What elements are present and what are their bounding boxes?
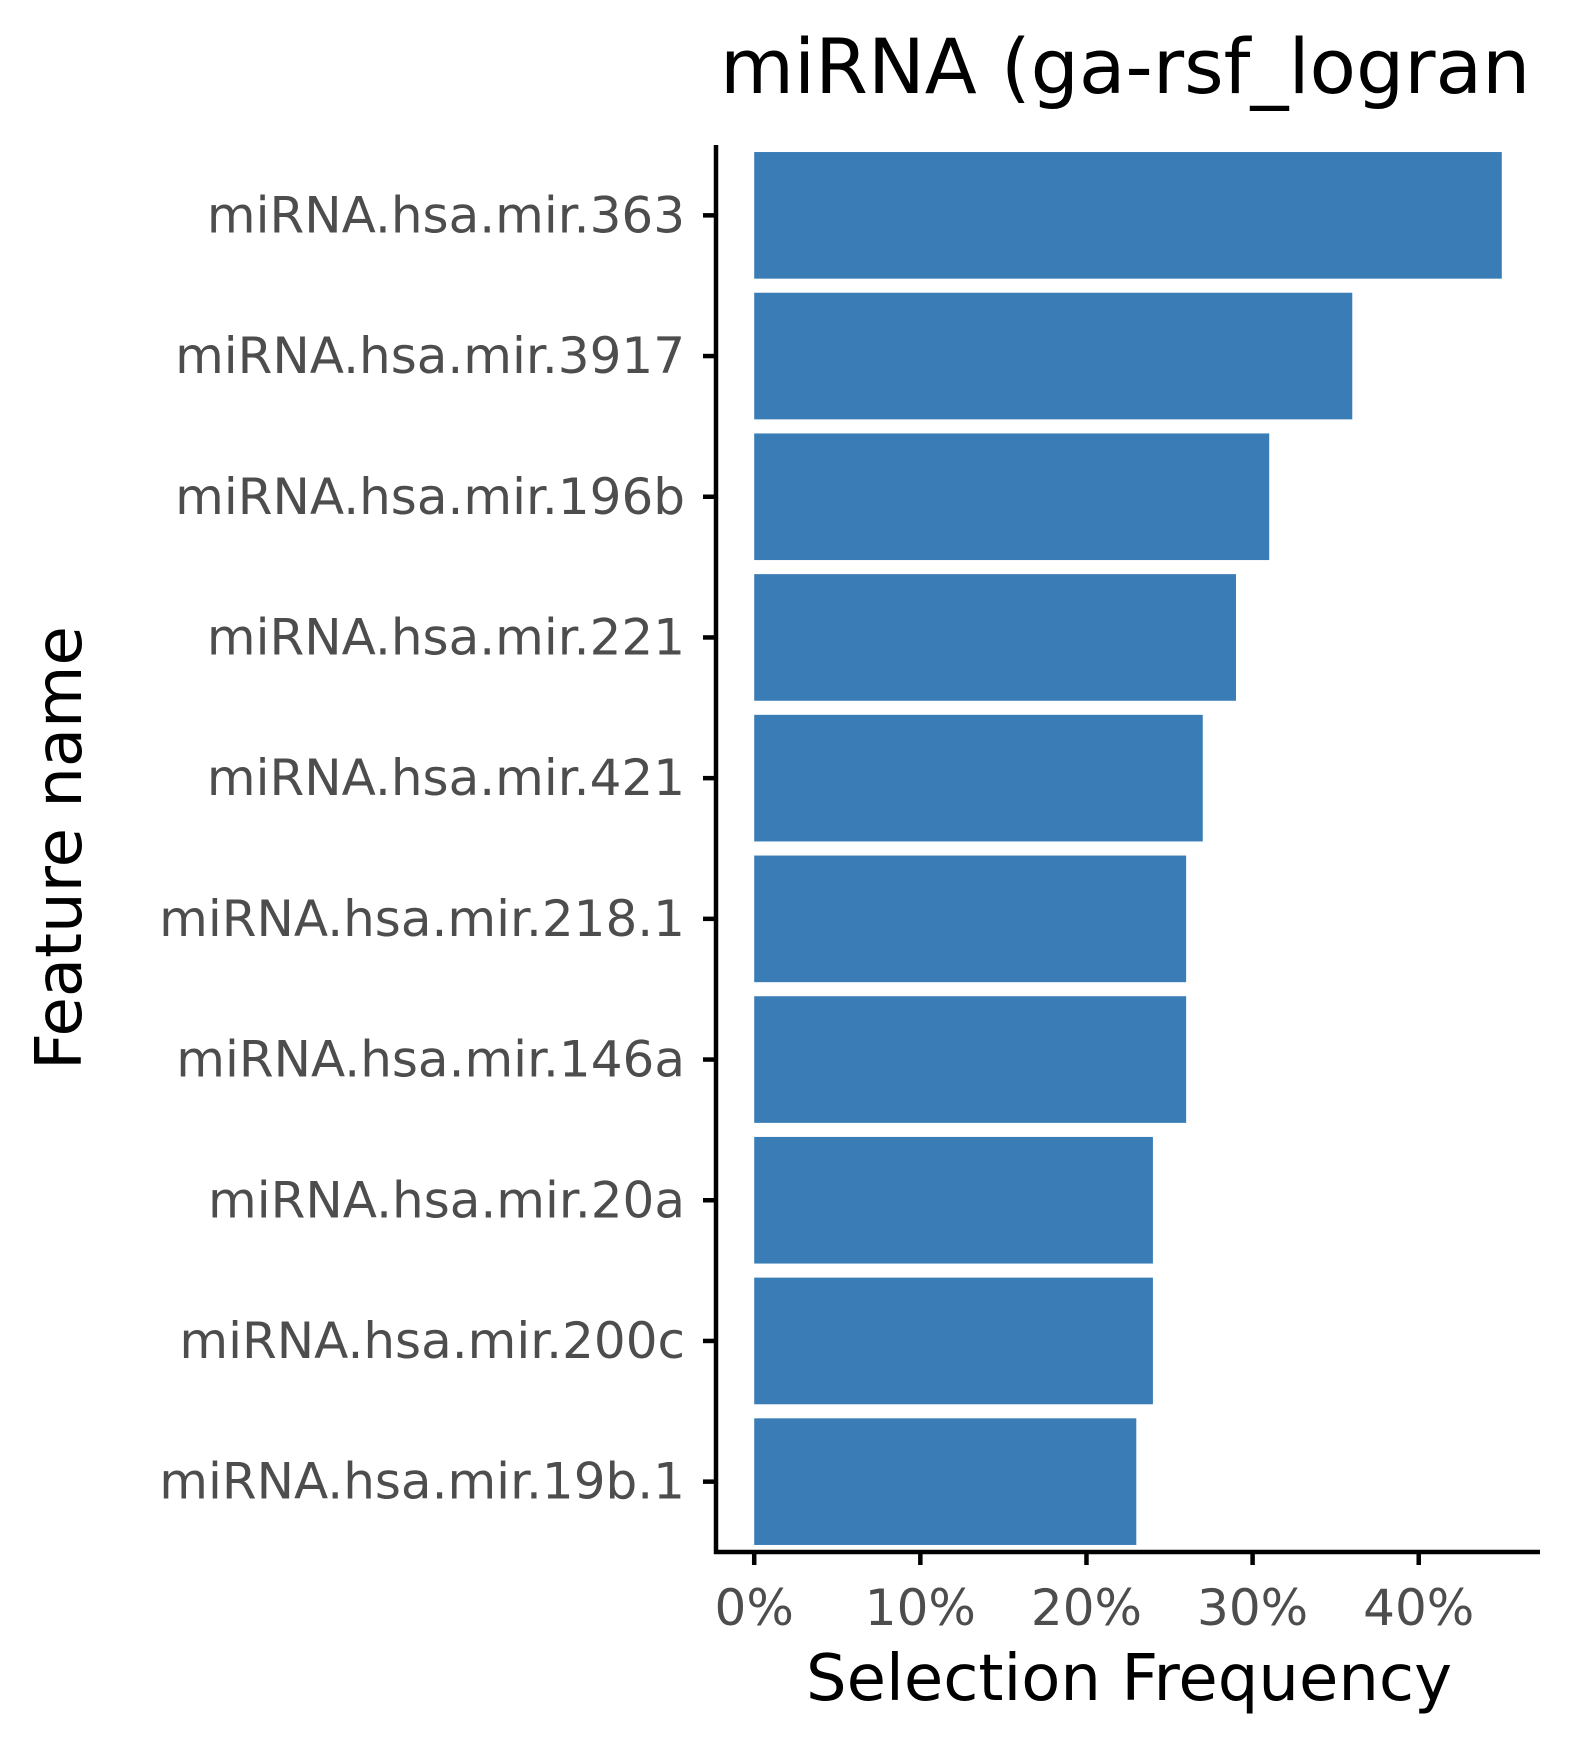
- bar: [754, 292, 1353, 420]
- bar: [754, 996, 1187, 1123]
- y-tick-label: miRNA.hsa.mir.218.1: [159, 890, 685, 948]
- bar: [754, 1277, 1153, 1405]
- bar: [754, 574, 1236, 701]
- bar: [754, 152, 1502, 279]
- x-tick-label: 10%: [865, 1579, 976, 1637]
- x-tick-label: 30%: [1197, 1579, 1308, 1637]
- y-tick-label: miRNA.hsa.mir.221: [207, 608, 685, 666]
- y-tick-label: miRNA.hsa.mir.421: [207, 749, 685, 807]
- y-tick-label: miRNA.hsa.mir.363: [207, 186, 685, 244]
- bar: [754, 1418, 1137, 1545]
- y-tick-label: miRNA.hsa.mir.19b.1: [159, 1453, 685, 1511]
- y-tick-label: miRNA.hsa.mir.146a: [176, 1031, 685, 1089]
- bar: [754, 855, 1187, 983]
- y-tick-label: miRNA.hsa.mir.200c: [179, 1312, 685, 1370]
- y-axis-ticks: miRNA.hsa.mir.363 miRNA.hsa.mir.3917 miRNA…: [159, 186, 716, 1511]
- bar: [754, 1136, 1153, 1264]
- y-tick-label: miRNA.hsa.mir.20a: [208, 1171, 685, 1229]
- x-tick-label: 20%: [1031, 1579, 1142, 1637]
- x-axis-ticks: 0% 10% 20% 30% 40%: [715, 1552, 1474, 1637]
- x-tick-label: 0%: [715, 1579, 794, 1637]
- y-axis-title: Feature name: [23, 626, 97, 1070]
- y-tick-label: miRNA.hsa.mir.196b: [175, 468, 685, 526]
- x-axis-title: Selection Frequency: [806, 1642, 1452, 1716]
- bars-layer: [754, 152, 1502, 1545]
- bar: [754, 714, 1203, 842]
- chart-title: miRNA (ga-rsf_logran: [720, 22, 1530, 111]
- bar: [754, 433, 1270, 561]
- x-tick-label: 40%: [1363, 1579, 1474, 1637]
- y-tick-label: miRNA.hsa.mir.3917: [175, 327, 685, 385]
